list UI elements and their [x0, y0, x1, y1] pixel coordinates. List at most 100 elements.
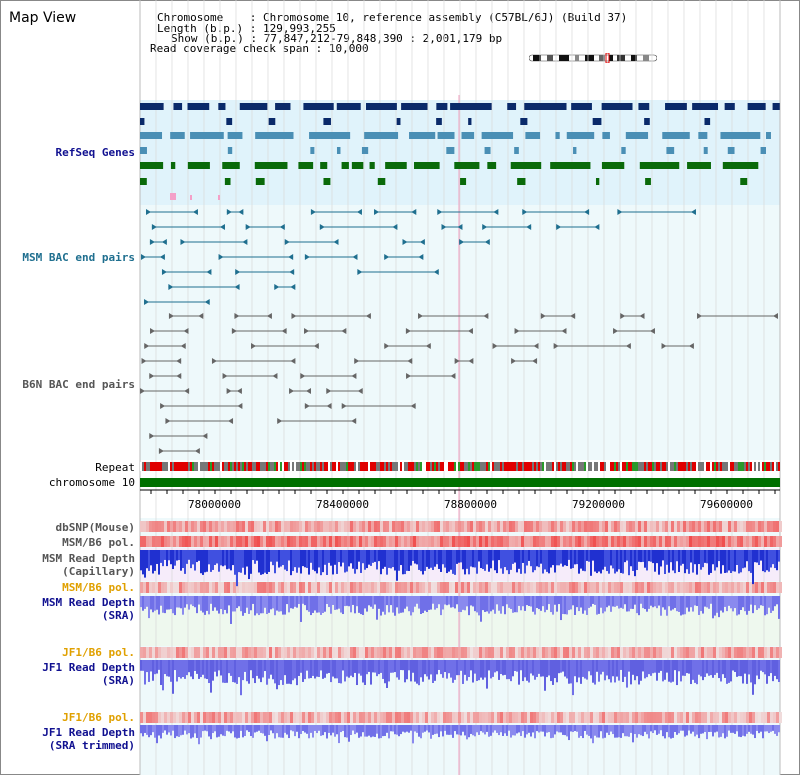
polymorphism-cell — [338, 536, 341, 547]
depth-bar — [726, 725, 728, 737]
repeat-segment — [758, 462, 760, 471]
depth-bar — [504, 550, 506, 568]
polymorphism-cell — [392, 582, 395, 593]
repeat-segment — [670, 462, 672, 471]
depth-bar — [444, 596, 446, 605]
depth-bar — [518, 660, 520, 685]
polymorphism-cell — [356, 521, 359, 532]
gene-feature — [687, 162, 711, 169]
polymorphism-cell — [233, 582, 236, 593]
depth-bar — [424, 550, 426, 571]
gene-feature — [140, 103, 164, 110]
polymorphism-cell — [227, 521, 230, 532]
depth-bar — [154, 596, 156, 611]
b6n-bac-pair-end — [234, 313, 240, 319]
polymorphism-cell — [218, 712, 221, 723]
depth-bar — [190, 550, 192, 569]
polymorphism-cell — [722, 521, 725, 532]
depth-bar — [204, 550, 206, 573]
gene-feature — [727, 147, 735, 154]
depth-bar — [538, 550, 540, 568]
polymorphism-cell — [206, 536, 209, 547]
polymorphism-cell — [440, 521, 443, 532]
depth-bar — [294, 550, 296, 568]
depth-bar — [726, 660, 728, 684]
depth-bar — [254, 725, 256, 733]
polymorphism-cell — [518, 582, 521, 593]
polymorphism-cell — [326, 521, 329, 532]
depth-bar — [692, 725, 694, 732]
polymorphism-cell — [674, 647, 677, 658]
polymorphism-cell — [272, 582, 275, 593]
polymorphism-cell — [614, 582, 617, 593]
gene-feature — [401, 103, 428, 110]
b6n-bac-pair-end — [570, 313, 576, 319]
b6n-bac-pair-end — [176, 373, 182, 379]
polymorphism-cell — [476, 582, 479, 593]
repeat-segment — [440, 462, 442, 471]
depth-bar — [370, 550, 372, 566]
polymorphism-cell — [737, 536, 740, 547]
polymorphism-cell — [620, 521, 623, 532]
repeat-segment — [420, 462, 422, 471]
polymorphism-cell — [671, 536, 674, 547]
depth-bar — [722, 596, 724, 613]
polymorphism-cell — [218, 536, 221, 547]
polymorphism-cell — [743, 712, 746, 723]
depth-bar — [678, 660, 680, 672]
polymorphism-cell — [575, 712, 578, 723]
polymorphism-cell — [761, 712, 764, 723]
polymorphism-cell — [149, 582, 152, 593]
depth-bar — [454, 596, 456, 609]
polymorphism-cell — [416, 647, 419, 658]
depth-bar — [764, 550, 766, 573]
polymorphism-cell — [620, 647, 623, 658]
depth-bar — [480, 550, 482, 569]
repeat-segment — [372, 462, 374, 471]
msm-bac-pair-end — [392, 224, 398, 230]
depth-bar — [188, 725, 190, 734]
polymorphism-cell — [719, 536, 722, 547]
depth-bar — [324, 550, 326, 565]
polymorphism-cell — [302, 712, 305, 723]
repeat-segment — [542, 462, 544, 471]
polymorphism-cell — [245, 712, 248, 723]
depth-bar — [558, 596, 560, 605]
msm-bac-pair-end — [279, 224, 285, 230]
depth-bar — [734, 596, 736, 609]
polymorphism-cell — [323, 647, 326, 658]
polymorphism-cell — [278, 521, 281, 532]
repeat-segment — [250, 462, 252, 471]
depth-bar — [374, 596, 376, 605]
polymorphism-cell — [446, 647, 449, 658]
repeat-segment — [426, 462, 428, 471]
polymorphism-cell — [233, 536, 236, 547]
polymorphism-cell — [488, 536, 491, 547]
depth-bar — [770, 550, 772, 568]
gene-feature — [336, 103, 361, 110]
depth-bar — [748, 725, 750, 732]
polymorphism-cell — [626, 582, 629, 593]
depth-bar — [758, 660, 760, 680]
repeat-segment — [576, 462, 578, 471]
polymorphism-cell — [389, 521, 392, 532]
msm-bac-pair-end — [168, 284, 174, 290]
depth-bar — [322, 550, 324, 573]
polymorphism-cell — [635, 582, 638, 593]
repeat-segment — [502, 462, 504, 471]
polymorphism-cell — [656, 582, 659, 593]
depth-bar — [174, 725, 176, 739]
polymorphism-cell — [770, 536, 773, 547]
repeat-segment — [754, 462, 756, 471]
chromosome-ideogram[interactable] — [529, 53, 657, 63]
polymorphism-cell — [203, 712, 206, 723]
depth-bar — [250, 596, 252, 611]
depth-bar — [750, 725, 752, 734]
b6n-bac-pair-end — [231, 328, 237, 334]
polymorphism-cell — [710, 712, 713, 723]
polymorphism-cell — [365, 536, 368, 547]
repeat-segment — [386, 462, 388, 471]
depth-bar — [568, 660, 570, 684]
polymorphism-cell — [596, 647, 599, 658]
